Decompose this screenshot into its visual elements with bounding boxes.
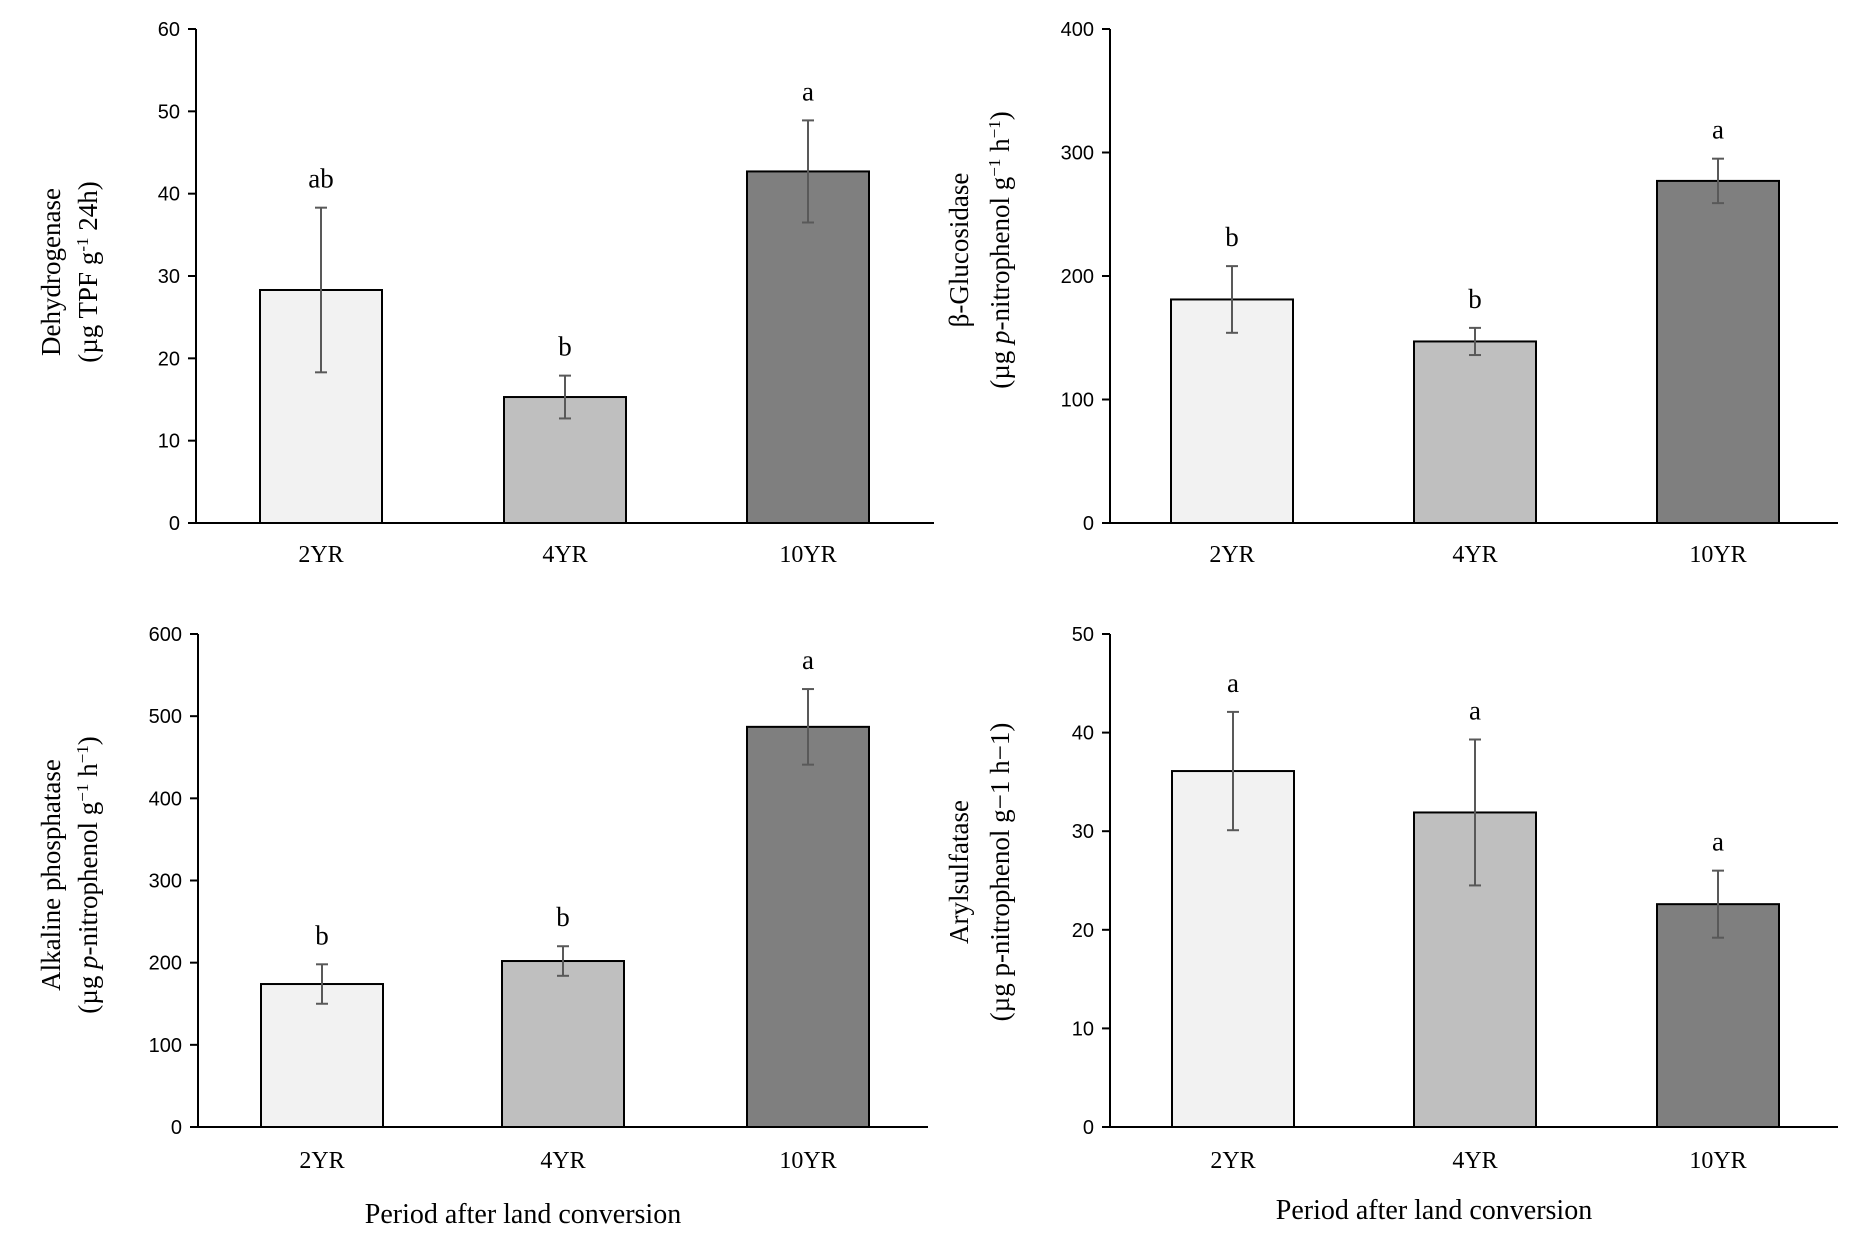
y-tick-label: 400 [1061, 19, 1094, 41]
bar-10yr [746, 725, 870, 1128]
x-category-label: 2YR [1209, 542, 1254, 568]
y-tick-label: 10 [1072, 1018, 1094, 1040]
chart-panel-top-right: 0 100 200 300 400 b 2YR b 4YR a 10YR β-Glucosidase (… [944, 19, 1838, 568]
y-axis-label-units: (µg p-nitrophenol g−1 h−1) [985, 723, 1015, 1022]
y-tick-label: 500 [149, 706, 182, 728]
y-tick-label: 300 [149, 871, 182, 893]
significance-label: a [1712, 827, 1724, 857]
bar-10yr [746, 170, 870, 524]
significance-label: a [802, 645, 814, 675]
y-tick-label: 400 [149, 788, 182, 810]
significance-label: b [558, 332, 572, 362]
y-tick-label: 60 [158, 19, 180, 41]
significance-label: a [1469, 696, 1481, 726]
significance-label: b [315, 920, 329, 950]
y-axis-label: β-Glucosidase [944, 173, 974, 328]
significance-label: ab [308, 164, 333, 194]
bar-4yr [501, 960, 625, 1128]
y-tick-label: 10 [158, 431, 180, 453]
chart-panel-bottom-right: 0 10 20 30 40 50 a 2YR a 4YR a 10YR Arylsulfatase (µg… [944, 624, 1838, 1226]
y-tick-label: 0 [169, 513, 180, 535]
x-category-label: 4YR [542, 542, 587, 568]
y-tick-label: 40 [1072, 723, 1094, 745]
y-tick-label: 300 [1061, 143, 1094, 165]
bar-10yr [1656, 903, 1780, 1128]
y-tick-label: 600 [149, 624, 182, 646]
y-tick-label: 20 [1072, 920, 1094, 942]
x-category-label: 4YR [540, 1148, 585, 1174]
y-axis-label-units: (µg p-nitrophenol g−1 h−1) [985, 111, 1016, 388]
y-axis-label: Alkaline phosphatase [36, 759, 66, 991]
significance-label: a [1227, 668, 1239, 698]
y-axis-label-units: (µg TPF g-1 24h) [73, 181, 104, 363]
significance-label: a [802, 76, 814, 106]
bar-10yr [1656, 179, 1780, 524]
x-category-label: 2YR [1210, 1148, 1255, 1174]
x-category-label: 4YR [1452, 1148, 1497, 1174]
x-category-label: 10YR [1689, 1148, 1746, 1174]
y-tick-label: 0 [1083, 513, 1094, 535]
y-tick-label: 40 [158, 184, 180, 206]
y-tick-label: 50 [158, 101, 180, 123]
y-tick-label: 200 [149, 953, 182, 975]
chart-panel-bottom-left: 0 100 200 300 400 500 600 b 2YR b 4YR a 10YR Alkaline… [36, 624, 928, 1230]
x-axis-label: Period after land conversion [365, 1199, 681, 1230]
significance-label: b [1225, 222, 1239, 252]
bar-4yr [1413, 340, 1537, 524]
y-tick-label: 100 [149, 1035, 182, 1057]
y-tick-label: 0 [171, 1117, 182, 1139]
chart-panel-top-left: 0 10 20 30 40 50 60 ab 2YR b 4YR a 10YR Dehydrogenase… [36, 19, 934, 568]
y-tick-label: 0 [1083, 1117, 1094, 1139]
y-axis-label: Arylsulfatase [944, 800, 974, 944]
y-axis-label-units: (µg p-nitrophenol g−1 h−1) [73, 736, 104, 1013]
y-tick-label: 200 [1061, 266, 1094, 288]
x-category-label: 10YR [1689, 542, 1746, 568]
y-axis-label: Dehydrogenase [36, 188, 66, 356]
x-category-label: 10YR [779, 1148, 836, 1174]
y-tick-label: 20 [158, 348, 180, 370]
x-category-label: 10YR [779, 542, 836, 568]
significance-label: b [556, 902, 570, 932]
y-tick-label: 100 [1061, 390, 1094, 412]
x-category-label: 4YR [1452, 542, 1497, 568]
significance-label: a [1712, 115, 1724, 145]
y-tick-label: 30 [158, 266, 180, 288]
x-category-label: 2YR [298, 542, 343, 568]
bar-2yr [260, 983, 384, 1129]
x-category-label: 2YR [299, 1148, 344, 1174]
y-tick-label: 30 [1072, 821, 1094, 843]
significance-label: b [1468, 284, 1482, 314]
y-tick-label: 50 [1072, 624, 1094, 646]
x-axis-label: Period after land conversion [1276, 1195, 1592, 1226]
